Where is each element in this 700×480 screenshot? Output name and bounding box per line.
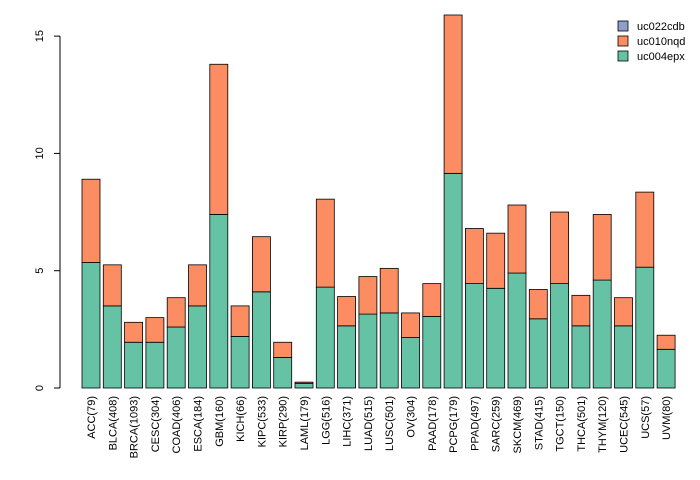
x-tick-label: KIRP(290) — [278, 396, 290, 447]
bar-segment-uc004epx — [571, 325, 591, 389]
legend-label-uc010nqd: uc010nqd — [637, 36, 685, 48]
x-tick-label: SARC(259) — [491, 396, 503, 452]
x-tick-label: SKCM(469) — [512, 396, 524, 453]
bars — [81, 14, 676, 389]
bar-segment-uc010nqd — [656, 334, 676, 350]
x-tick-label: UCEC(545) — [619, 396, 631, 453]
y-tick-label: 10 — [34, 147, 46, 159]
x-tick-label: PAAD(178) — [427, 396, 439, 451]
bar-segment-uc010nqd — [422, 283, 442, 317]
bar-segment-uc010nqd — [251, 236, 271, 293]
x-tick-label: ACC(79) — [86, 396, 98, 439]
bar-segment-uc004epx — [102, 305, 122, 389]
bar-segment-uc004epx — [166, 326, 186, 389]
bar-segment-uc010nqd — [443, 14, 463, 174]
bar-segment-uc004epx — [273, 357, 293, 389]
bar-segment-uc004epx — [209, 214, 229, 389]
y-tick-label: 0 — [34, 385, 46, 391]
bar-segment-uc004epx — [592, 279, 612, 389]
bar-segment-uc004epx — [358, 313, 378, 389]
bar-segment-uc010nqd — [102, 264, 122, 307]
x-tick-label: BRCA(1093) — [129, 396, 141, 458]
bar-segment-uc010nqd — [230, 305, 250, 337]
bar-segment-uc004epx — [188, 305, 207, 389]
x-tick-label: LUSC(501) — [384, 396, 396, 451]
bar-segment-uc010nqd — [188, 264, 207, 307]
bar-segment-uc010nqd — [614, 297, 633, 327]
bar-segment-uc004epx — [443, 172, 463, 389]
x-tick-label: STAD(415) — [533, 396, 545, 450]
x-tick-label: UCS(57) — [640, 396, 652, 439]
x-tick-label: KICH(66) — [235, 396, 247, 442]
bar-segment-uc010nqd — [401, 312, 420, 338]
bar-segment-uc004epx — [401, 337, 420, 389]
bar-segment-uc010nqd — [209, 63, 229, 215]
bar-segment-uc004epx — [528, 318, 548, 389]
bar-segment-uc010nqd — [635, 191, 655, 268]
x-tick-label: GBM(160) — [214, 396, 226, 447]
bar-segment-uc004epx — [422, 316, 442, 389]
bar-segment-uc004epx — [81, 262, 101, 389]
bar-segment-uc004epx — [315, 286, 335, 389]
bar-segment-uc010nqd — [571, 294, 591, 327]
bar-segment-uc004epx — [486, 287, 506, 389]
bar-segment-uc010nqd — [315, 198, 335, 288]
x-tick-label: COAD(406) — [171, 396, 183, 453]
legend-swatch-uc004epx — [617, 50, 629, 62]
x-tick-label: PPAD(497) — [469, 396, 481, 451]
x-tick-label: OV(304) — [406, 396, 418, 438]
bar-segment-uc004epx — [550, 283, 569, 389]
bar-segment-uc010nqd — [81, 178, 101, 263]
legend: uc022cdb uc010nqd uc004epx — [617, 20, 685, 63]
bar-segment-uc010nqd — [166, 297, 186, 328]
bar-segment-uc010nqd — [550, 211, 569, 285]
bar-segment-uc004epx — [145, 341, 165, 389]
x-tick-label: ESCA(184) — [193, 396, 205, 452]
bar-segment-uc004epx — [656, 348, 676, 389]
x-tick-label: CESC(304) — [150, 396, 162, 452]
bar-segment-uc004epx — [464, 283, 484, 389]
bar-segment-uc010nqd — [273, 341, 293, 358]
bar-segment-uc004epx — [379, 312, 399, 389]
bar-segment-uc010nqd — [145, 317, 165, 343]
x-tick-label: UVM(80) — [661, 396, 673, 440]
x-axis-labels: ACC(79) BLCA(408) BRCA(1093) CESC(304) COAD(… — [86, 396, 673, 458]
bar-segment-uc010nqd — [337, 296, 357, 327]
bar-segment-uc010nqd — [528, 289, 548, 320]
bar-segment-uc004epx — [294, 382, 314, 389]
x-tick-label: THYM(120) — [597, 396, 609, 453]
bar-segment-uc004epx — [614, 325, 633, 389]
bar-segment-uc010nqd — [358, 276, 378, 315]
x-tick-label: THCA(501) — [576, 396, 588, 452]
y-tick-label: 15 — [34, 30, 46, 42]
bar-segment-uc004epx — [507, 272, 527, 389]
bar-segment-uc004epx — [124, 341, 143, 389]
x-tick-label: KIPC(533) — [256, 396, 268, 447]
x-tick-label: LIHC(371) — [342, 396, 354, 447]
x-tick-label: LGG(516) — [320, 396, 332, 445]
bar-segment-uc004epx — [337, 325, 357, 389]
legend-label-uc022cdb: uc022cdb — [637, 21, 685, 33]
x-tick-label: LUAD(515) — [363, 396, 375, 451]
bar-segment-uc004epx — [230, 335, 250, 389]
legend-label-uc004epx: uc004epx — [637, 51, 685, 63]
legend-swatch-uc022cdb — [617, 20, 629, 32]
bar-segment-uc010nqd — [294, 381, 314, 384]
bar-segment-uc010nqd — [507, 204, 527, 274]
bar-segment-uc010nqd — [464, 228, 484, 285]
legend-swatch-uc010nqd — [617, 35, 629, 47]
x-tick-label: TGCT(150) — [555, 396, 567, 452]
bar-segment-uc010nqd — [592, 214, 612, 281]
bar-segment-uc010nqd — [486, 232, 506, 289]
x-tick-label: BLCA(408) — [107, 396, 119, 450]
y-tick-label: 5 — [34, 268, 46, 274]
x-tick-label: PCPG(179) — [448, 396, 460, 453]
x-tick-label: LAML(179) — [299, 396, 311, 450]
bar-segment-uc004epx — [251, 291, 271, 389]
bar-segment-uc010nqd — [379, 267, 399, 314]
y-axis: 0 5 10 15 — [34, 30, 61, 391]
bar-segment-uc010nqd — [124, 321, 143, 343]
bar-segment-uc004epx — [635, 266, 655, 389]
